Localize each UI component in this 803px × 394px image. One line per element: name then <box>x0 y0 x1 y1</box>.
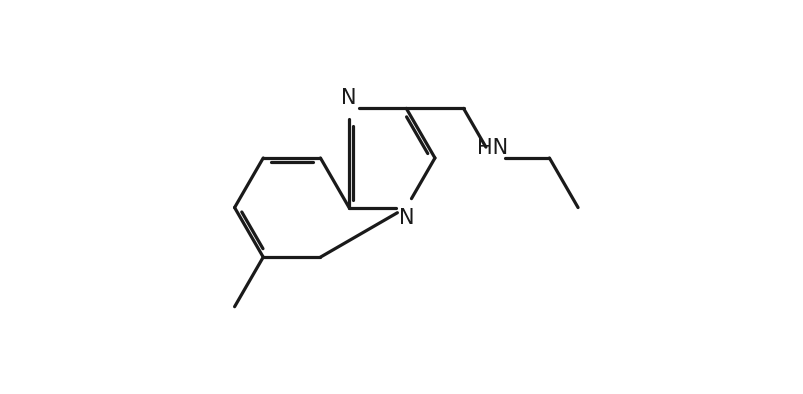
Text: N: N <box>341 88 357 108</box>
Text: N: N <box>398 208 414 228</box>
Text: HN: HN <box>476 138 507 158</box>
